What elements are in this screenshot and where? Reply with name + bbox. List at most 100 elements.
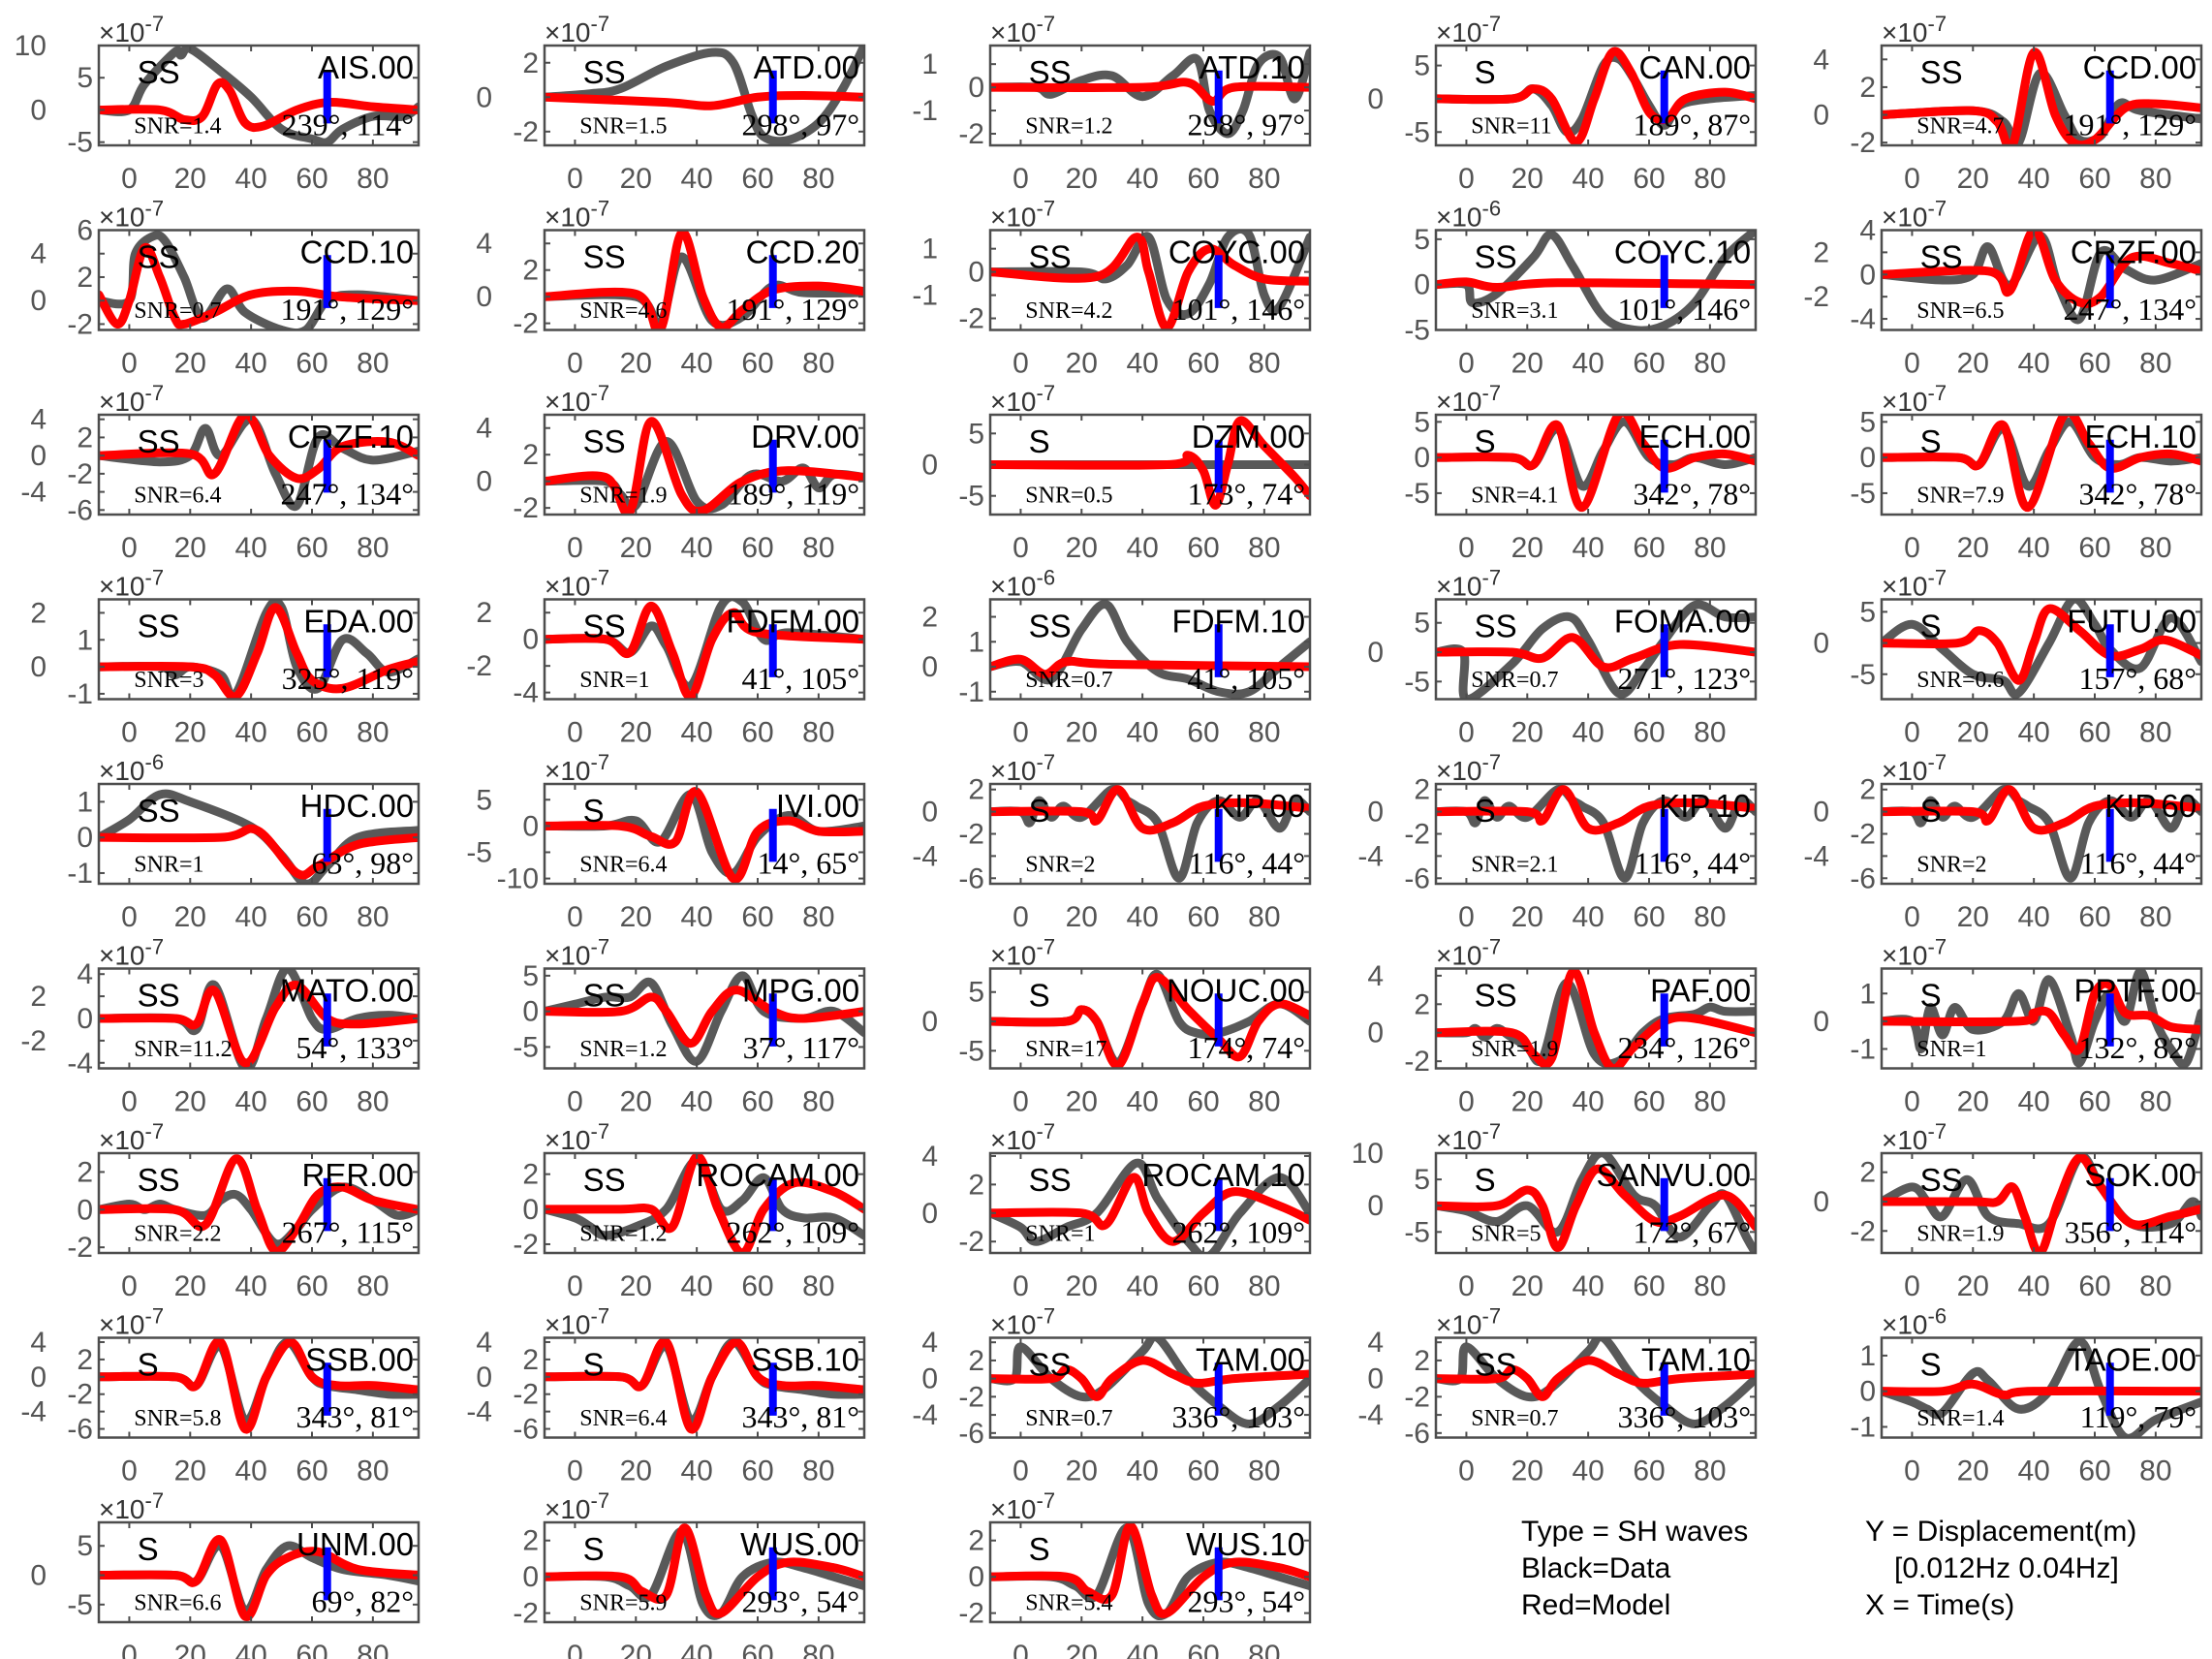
y-tick-label: 5 [1414, 406, 1430, 438]
y-tick-label: -5 [958, 481, 984, 513]
y-tick-label: 2 [1813, 236, 1829, 268]
exponent-base: ×10 [1436, 17, 1482, 47]
y-tick-label: -2 [513, 1379, 539, 1411]
traces [1882, 47, 2201, 145]
snr-label: SNR=1 [1916, 1037, 1986, 1062]
x-tick-label: 80 [2139, 1270, 2171, 1302]
y-tick-label: -5 [1404, 478, 1430, 510]
x-tick-label: 60 [1633, 717, 1665, 749]
x-tick-label: 80 [2139, 532, 2171, 564]
model-trace [990, 1356, 1310, 1401]
azimuth-distance-label: 189°, 119° [728, 477, 859, 512]
y-tick-label: -2 [1850, 819, 1876, 851]
x-tick-label: 40 [1572, 348, 1604, 380]
y-tick-label: 1 [77, 624, 93, 656]
snr-label: SNR=1.2 [579, 1222, 667, 1247]
model-trace [990, 1173, 1310, 1246]
x-tick-label: 60 [296, 901, 327, 933]
x-tick-label: 0 [1904, 532, 1920, 564]
y-tick-label: -1 [1850, 1033, 1876, 1065]
x-tick-label: 80 [802, 901, 834, 933]
azimuth-distance-label: 101°, 146° [1171, 292, 1305, 327]
y-tick-label: -5 [513, 1031, 539, 1063]
exponent-base: ×10 [990, 17, 1037, 47]
x-tick-label: 60 [741, 163, 773, 195]
x-tick-label: 80 [802, 163, 834, 195]
azimuth-distance-label: 189°, 87° [1633, 108, 1751, 142]
axes-frame [543, 413, 866, 516]
azimuth-distance-label: 342°, 78° [1633, 477, 1751, 512]
station-label: EDA.00 [303, 603, 414, 639]
station-label: SOK.00 [2084, 1157, 2196, 1193]
traces [99, 1535, 419, 1621]
y-tick-label: 4 [30, 238, 47, 270]
axes-frame [97, 1151, 421, 1255]
x-tick-label: 0 [121, 348, 138, 380]
phase-label: SS [583, 609, 626, 644]
x-tick-label: 80 [802, 532, 834, 564]
axes-frame [1880, 44, 2203, 147]
x-tick-label: 0 [1904, 1456, 1920, 1487]
exponent-base: ×10 [990, 756, 1037, 786]
x-tick-label: 60 [296, 1456, 327, 1487]
x-tick-label: 80 [1248, 1640, 1280, 1659]
traces [1882, 415, 2201, 513]
exponent-base: ×10 [545, 756, 591, 786]
exponent-power: -6 [1037, 566, 1056, 590]
traces [1436, 1153, 1756, 1253]
y-tick-label: -6 [513, 1414, 539, 1446]
x-tick-label: 0 [1013, 1640, 1029, 1659]
subplot-ech-10: 0 20 40 60 80 -5 0 5×10-7 S ECH.10 SNR=7.9 342°, 78… [1850, 381, 2203, 564]
y-tick-label: 5 [968, 977, 984, 1009]
y-exponent-label: ×10-7 [545, 12, 609, 47]
x-tick-label: 80 [357, 1086, 389, 1118]
y-tick-label: 0 [921, 651, 938, 683]
x-tick-label: 20 [620, 1456, 652, 1487]
y-tick-label: 2 [968, 774, 984, 806]
snr-label: SNR=1.4 [134, 114, 221, 140]
data-trace [99, 968, 419, 1069]
y-tick-label: 5 [1414, 608, 1430, 640]
y-tick-label: 4 [1859, 215, 1876, 247]
exponent-power: -7 [145, 12, 165, 36]
y-exponent-label: ×10-6 [1882, 1304, 1947, 1340]
y-tick-label: 2 [1859, 72, 1876, 104]
station-label: CRZF.10 [288, 419, 414, 454]
station-label: CRZF.00 [2071, 234, 2196, 269]
axes-frame [543, 1336, 866, 1439]
azimuth-distance-label: 173°, 74° [1187, 477, 1305, 512]
x-tick-label: 0 [1013, 163, 1029, 195]
phase-label: SS [138, 609, 180, 644]
data-trace [1436, 230, 1756, 330]
y-tick-label: 2 [77, 1156, 93, 1188]
y-tick-label: 2 [522, 1344, 539, 1376]
x-tick-label: 80 [2139, 717, 2171, 749]
snr-label: SNR=1.2 [1025, 114, 1112, 140]
exponent-base: ×10 [545, 17, 591, 47]
model-trace [1882, 230, 2201, 308]
snr-label: SNR=4.7 [1916, 114, 2004, 140]
y-tick-label: -2 [513, 492, 539, 524]
x-tick-label: 80 [802, 1640, 834, 1659]
exponent-base: ×10 [1882, 941, 1928, 971]
y-exponent-label: ×10-7 [545, 935, 609, 971]
y-tick-label: 5 [77, 1530, 93, 1562]
exponent-power: -7 [591, 197, 610, 221]
traces [1436, 784, 1756, 883]
model-trace [1436, 1164, 1756, 1253]
y-exponent-label: ×10-7 [1436, 381, 1501, 417]
x-tick-label: 0 [567, 1640, 583, 1659]
model-trace [990, 78, 1310, 106]
y-tick-label: 4 [1367, 960, 1384, 992]
y-tick-label: -2 [1404, 1381, 1430, 1413]
y-tick-label: -2 [67, 308, 93, 340]
x-tick-label: 40 [2017, 348, 2049, 380]
x-tick-label: 40 [680, 1456, 712, 1487]
subplot-wus-00: 0 20 40 60 80 -2 0 2×10-7 S WUS.00 SNR=5.9 293°, 54… [513, 1488, 866, 1659]
x-tick-label: 80 [1248, 348, 1280, 380]
y-tick-label: 0 [1367, 83, 1384, 115]
